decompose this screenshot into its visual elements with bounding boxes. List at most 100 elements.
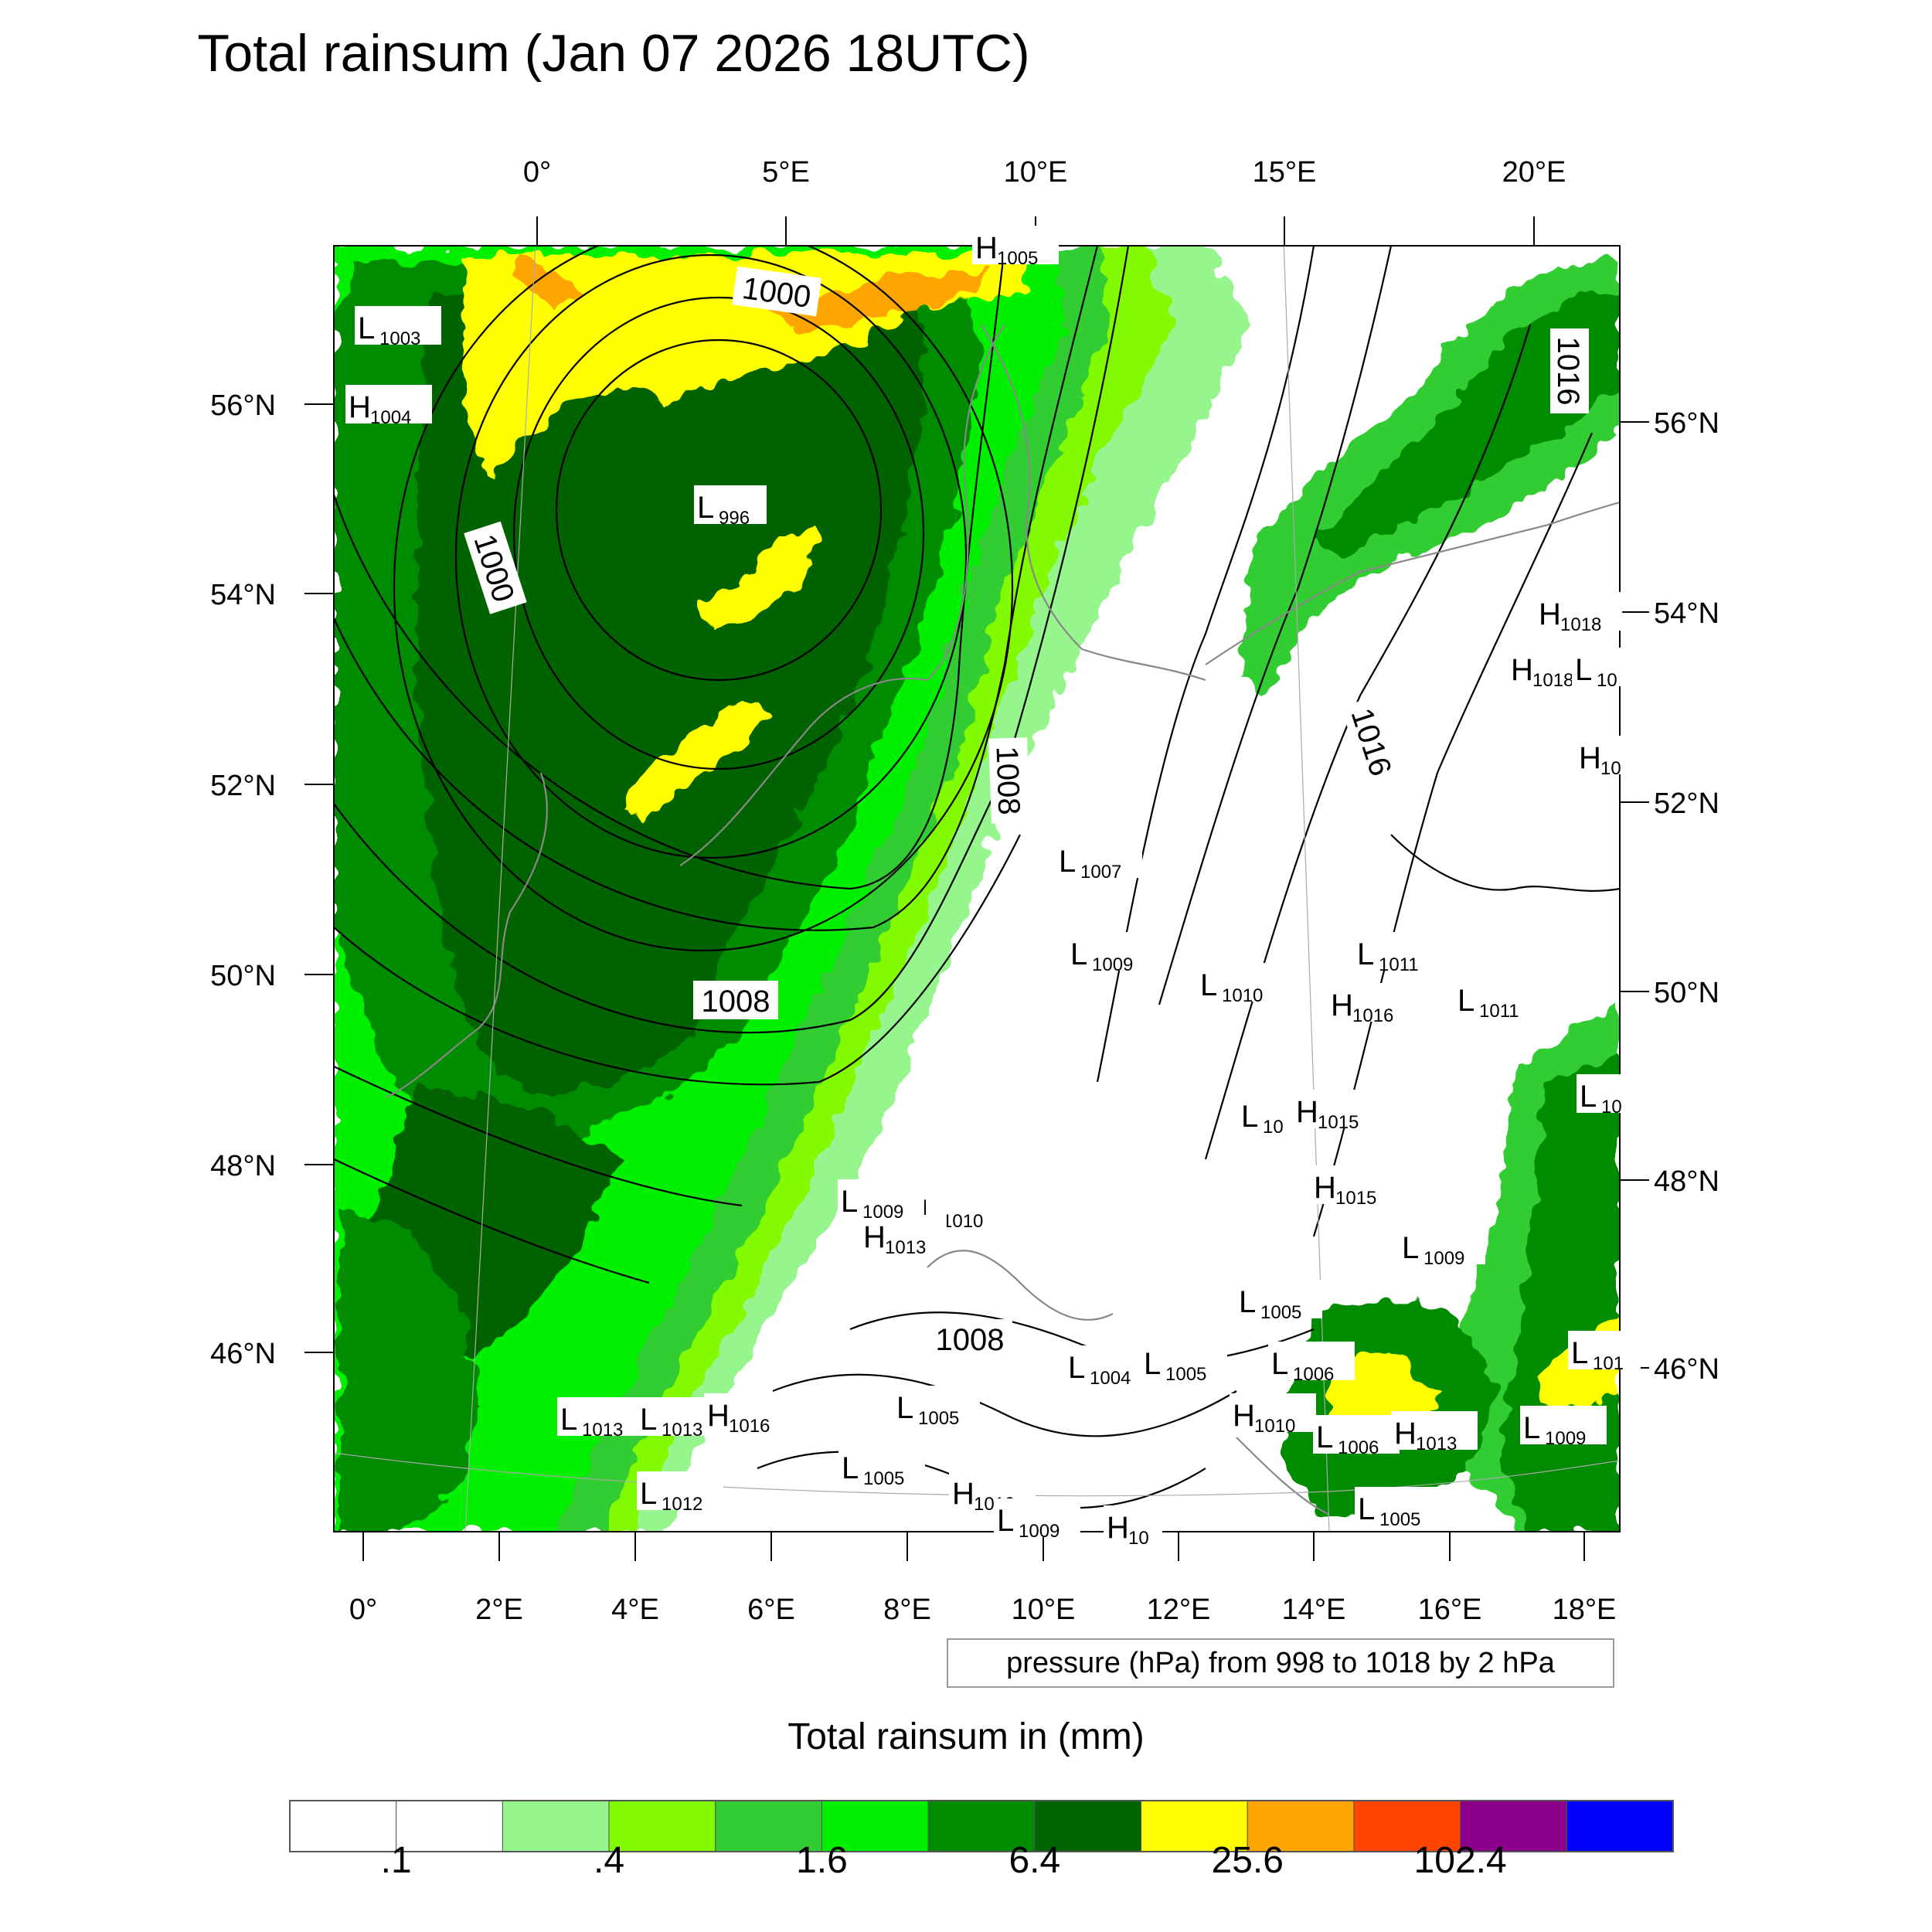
svg-text:1010: 1010 — [942, 1211, 983, 1232]
low-pressure-center: L 1011 — [1454, 978, 1541, 1022]
svg-text:1006: 1006 — [1338, 1437, 1379, 1458]
colorbar — [289, 1800, 1674, 1852]
right-axis-label: 56°N — [1654, 407, 1719, 440]
top-axis-label: 15°E — [1253, 156, 1317, 189]
high-pressure-center: H 1016 — [1328, 983, 1414, 1026]
bottom-axis-label: 8°E — [883, 1594, 931, 1626]
svg-text:1009: 1009 — [862, 1202, 903, 1223]
low-pressure-center: L 1009 — [1067, 932, 1154, 975]
low-pressure-center: L 10 — [1238, 1094, 1297, 1138]
low-pressure-center: L 1013 — [557, 1397, 644, 1440]
bottom-axis-label: 18°E — [1553, 1594, 1617, 1626]
svg-text:1016: 1016 — [1551, 337, 1585, 406]
svg-text:1008: 1008 — [989, 746, 1026, 815]
svg-text:1009: 1009 — [1423, 1248, 1464, 1269]
high-pressure-center: H 1004 — [345, 385, 432, 428]
svg-text:1005: 1005 — [863, 1468, 904, 1489]
top-axis-label: 10°E — [1004, 156, 1068, 189]
bottom-axis-label: 10°E — [1012, 1594, 1076, 1626]
svg-text:1011: 1011 — [1479, 1001, 1519, 1022]
pressure-info-box: pressure (hPa) from 998 to 1018 by 2 hPa — [947, 1638, 1614, 1688]
svg-text:H: H — [975, 231, 998, 265]
svg-text:1015: 1015 — [1335, 1188, 1376, 1209]
map-title: Total rainsum (Jan 07 2026 18UTC) — [197, 24, 1030, 83]
bottom-axis-label: 16°E — [1418, 1594, 1482, 1626]
svg-text:L: L — [1523, 1411, 1540, 1445]
svg-text:10: 10 — [1600, 758, 1621, 779]
svg-text:L: L — [1241, 1100, 1258, 1134]
svg-text:1009: 1009 — [1019, 1521, 1060, 1542]
svg-text:L: L — [841, 1185, 858, 1219]
svg-text:1005: 1005 — [1165, 1364, 1206, 1385]
colorbar-tick-label: 102.4 — [1413, 1840, 1507, 1881]
svg-text:L: L — [640, 1403, 657, 1437]
svg-text:1005: 1005 — [997, 248, 1038, 269]
svg-text:1013: 1013 — [1416, 1434, 1457, 1454]
svg-text:L: L — [1575, 653, 1592, 687]
low-pressure-center: L 1009 — [1399, 1226, 1485, 1269]
colorbar-tick-label: 1.6 — [796, 1840, 848, 1881]
high-pressure-center: H 1016 — [704, 1393, 791, 1437]
bottom-axis-label: 2°E — [475, 1594, 523, 1626]
right-axis-label: 50°N — [1654, 977, 1719, 1009]
svg-text:H: H — [707, 1399, 730, 1433]
left-axis-label: 54°N — [210, 579, 276, 611]
contour-label: 1008 — [988, 737, 1030, 824]
low-pressure-center: L 1005 — [1141, 1342, 1227, 1385]
colorbar-swatch — [1460, 1800, 1567, 1852]
svg-text:10: 10 — [1597, 670, 1617, 691]
svg-text:H: H — [1107, 1511, 1129, 1545]
svg-text:L: L — [1239, 1285, 1256, 1319]
svg-text:H: H — [1331, 988, 1353, 1022]
low-pressure-center: L 101 — [1568, 1331, 1641, 1374]
svg-text:H: H — [952, 1477, 975, 1511]
svg-text:L: L — [1059, 845, 1076, 879]
svg-text:L: L — [1068, 1351, 1085, 1385]
svg-text:L: L — [1316, 1420, 1333, 1454]
low-pressure-center: L 10 — [1577, 1074, 1635, 1117]
svg-text:1006: 1006 — [1293, 1364, 1334, 1385]
svg-text:10: 10 — [1263, 1117, 1284, 1138]
svg-text:H: H — [1511, 653, 1533, 687]
colorbar-swatch — [1247, 1800, 1355, 1852]
svg-text:1004: 1004 — [1090, 1368, 1131, 1389]
svg-text:10: 10 — [1601, 1097, 1622, 1117]
low-pressure-center: L 1010 — [1197, 963, 1284, 1006]
low-pressure-center: L 1012 — [637, 1471, 723, 1515]
left-axis-label: 46°N — [210, 1338, 276, 1370]
svg-text:L: L — [1144, 1347, 1161, 1381]
svg-text:L: L — [896, 1391, 913, 1425]
svg-text:1005: 1005 — [918, 1408, 959, 1429]
low-pressure-center: L 1009 — [1520, 1406, 1607, 1449]
axis-ticks — [304, 216, 1649, 1561]
right-axis-label: 48°N — [1654, 1165, 1719, 1198]
svg-text:1016: 1016 — [729, 1416, 770, 1437]
contour-label: 1008 — [693, 981, 778, 1019]
svg-text:1005: 1005 — [1260, 1302, 1301, 1323]
colorbar-title: Total rainsum in (mm) — [787, 1716, 1145, 1757]
svg-text:1010: 1010 — [1254, 1416, 1295, 1437]
low-pressure-center: L 1006 — [1313, 1415, 1400, 1458]
top-axis-label: 5°E — [762, 156, 810, 189]
svg-text:1011: 1011 — [1379, 954, 1419, 975]
svg-text:H: H — [1394, 1417, 1417, 1451]
low-pressure-center: L 1009 — [994, 1498, 1080, 1542]
axis-labels: 0° 5°E 10°E 15°E 20°E 0° 2°E 4°E 6°E 8°E 10°E 12°E 1… — [210, 156, 1719, 1626]
svg-text:1003: 1003 — [379, 328, 420, 349]
low-pressure-center: L 996 — [694, 485, 767, 529]
svg-text:1004: 1004 — [370, 407, 411, 428]
high-pressure-center: H 1015 — [1311, 1165, 1397, 1209]
colorbar-tick-label: 6.4 — [1009, 1840, 1061, 1881]
high-pressure-center: H 1013 — [860, 1215, 947, 1258]
coastlines — [386, 324, 1620, 1515]
top-axis-label: 20°E — [1502, 156, 1566, 189]
low-pressure-center: L 1009 — [838, 1179, 924, 1223]
svg-text:H: H — [1296, 1095, 1318, 1129]
left-axis-label: 48°N — [210, 1150, 276, 1182]
colorbar-tick-label: .1 — [380, 1840, 412, 1881]
high-pressure-center: H 10 — [1104, 1505, 1162, 1549]
svg-text:L: L — [560, 1403, 577, 1437]
